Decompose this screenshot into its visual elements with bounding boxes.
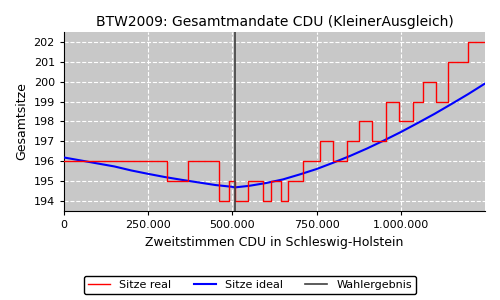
Sitze real — [232, 200, 237, 203]
Sitze ideal — [482, 82, 488, 85]
Sitze real — [278, 180, 284, 183]
Sitze ideal — [364, 147, 370, 150]
Sitze real — [246, 180, 252, 183]
Sitze real — [232, 180, 237, 183]
Sitze real — [164, 180, 170, 183]
Sitze ideal — [94, 162, 100, 165]
Sitze ideal — [280, 178, 286, 181]
Sitze real — [300, 160, 306, 163]
Line: Sitze real: Sitze real — [64, 41, 485, 201]
Sitze real — [465, 60, 471, 63]
Sitze real — [344, 140, 350, 143]
Y-axis label: Gesamtsitze: Gesamtsitze — [15, 82, 28, 160]
Sitze ideal — [263, 181, 269, 185]
Sitze real — [369, 140, 375, 143]
Sitze ideal — [162, 175, 168, 179]
Sitze ideal — [448, 102, 454, 106]
Sitze ideal — [112, 165, 117, 168]
Sitze ideal — [212, 183, 218, 187]
Sitze real — [445, 60, 451, 63]
Sitze real — [285, 180, 291, 183]
Sitze real — [330, 160, 336, 163]
Sitze real — [246, 200, 252, 203]
Sitze ideal — [465, 92, 471, 96]
Sitze real — [226, 180, 232, 183]
Sitze real — [285, 200, 291, 203]
Sitze real — [382, 140, 388, 143]
Sitze real — [268, 200, 274, 203]
Sitze ideal — [314, 167, 320, 171]
Sitze real — [433, 80, 439, 83]
Sitze real — [396, 120, 402, 123]
Sitze ideal — [246, 184, 252, 188]
Sitze real — [445, 100, 451, 103]
Sitze real — [330, 140, 336, 143]
Sitze real — [260, 180, 266, 183]
Sitze real — [186, 160, 192, 163]
Sitze real — [317, 140, 323, 143]
Sitze ideal — [398, 130, 404, 134]
Sitze real — [216, 200, 222, 203]
Legend: Sitze real, Sitze ideal, Wahlergebnis: Sitze real, Sitze ideal, Wahlergebnis — [84, 276, 416, 294]
Sitze real — [420, 80, 426, 83]
Sitze real — [356, 140, 362, 143]
Sitze real — [396, 100, 402, 103]
Sitze ideal — [330, 161, 336, 164]
Sitze real — [344, 160, 350, 163]
Sitze real — [382, 100, 388, 103]
Sitze ideal — [230, 185, 235, 189]
Sitze ideal — [196, 181, 202, 184]
Line: Sitze ideal: Sitze ideal — [64, 83, 485, 188]
Sitze ideal — [414, 121, 420, 125]
Sitze real — [356, 120, 362, 123]
Sitze real — [420, 100, 426, 103]
Sitze real — [410, 100, 416, 103]
Sitze ideal — [432, 112, 438, 116]
Sitze ideal — [78, 159, 84, 162]
Sitze real — [369, 120, 375, 123]
Sitze real — [216, 160, 222, 163]
Sitze real — [410, 120, 416, 123]
Sitze real — [278, 200, 284, 203]
Sitze ideal — [179, 178, 185, 181]
Sitze real — [482, 40, 488, 43]
Title: BTW2009: Gesamtmandate CDU (KleinerAusgleich): BTW2009: Gesamtmandate CDU (KleinerAusgl… — [96, 15, 454, 29]
Sitze real — [433, 100, 439, 103]
Sitze ideal — [61, 156, 67, 159]
X-axis label: Zweitstimmen CDU in Schleswig-Holstein: Zweitstimmen CDU in Schleswig-Holstein — [145, 236, 404, 249]
Sitze real — [300, 180, 306, 183]
Sitze ideal — [381, 139, 387, 142]
Sitze ideal — [232, 186, 237, 189]
Sitze real — [465, 40, 471, 43]
Sitze ideal — [296, 172, 302, 176]
Sitze ideal — [347, 154, 353, 158]
Sitze real — [268, 180, 274, 183]
Sitze real — [260, 200, 266, 203]
Sitze real — [186, 180, 192, 183]
Sitze real — [317, 160, 323, 163]
Sitze ideal — [145, 172, 151, 175]
Sitze real — [164, 160, 170, 163]
Sitze ideal — [128, 169, 134, 172]
Sitze real — [226, 200, 232, 203]
Sitze real — [61, 160, 67, 163]
